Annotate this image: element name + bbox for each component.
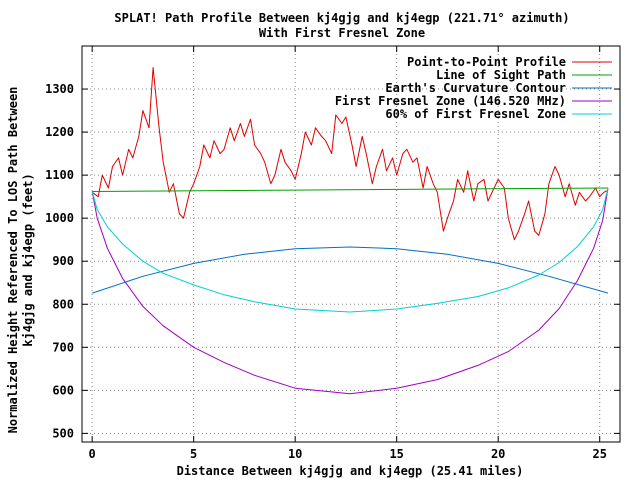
x-axis-label: Distance Between kj4gjg and kj4egp (25.4… — [177, 464, 524, 478]
y-tick-label: 1200 — [45, 125, 74, 139]
x-tick-label: 20 — [491, 447, 505, 461]
legend-fresnel-60-label: 60% of First Fresnel Zone — [385, 107, 566, 121]
y-tick-label: 800 — [52, 297, 74, 311]
tick-labels: 0 5 10 15 20 25 500 600 700 800 900 1000 1100 1200 130… — [45, 82, 607, 461]
chart-title: SPLAT! Path Profile Between kj4gjg and k… — [114, 11, 569, 25]
y-tick-label: 600 — [52, 383, 74, 397]
y-axis-label-line1: Normalized Height Referenced To LOS Path… — [6, 87, 20, 434]
profile-line — [91, 67, 609, 241]
y-tick-label: 900 — [52, 254, 74, 268]
x-tick-label: 15 — [389, 447, 403, 461]
fresnel-60-line — [91, 187, 609, 313]
x-tick-label: 5 — [190, 447, 197, 461]
y-tick-label: 1100 — [45, 168, 74, 182]
legend-fresnel-zone-label: First Fresnel Zone (146.520 MHz) — [335, 94, 566, 108]
legend-profile-label: Point-to-Point Profile — [407, 55, 566, 69]
fresnel-zone-line — [91, 187, 609, 395]
legend-line-of-sight-label: Line of Sight Path — [436, 68, 566, 82]
y-tick-label: 1300 — [45, 82, 74, 96]
x-tick-label: 25 — [592, 447, 606, 461]
plot-frame — [81, 45, 621, 443]
y-axis-label-line2: kj4gjg and kj4egp (feet) — [21, 173, 35, 346]
legend-earth-curvature-label: Earth's Curvature Contour — [385, 81, 566, 95]
y-tick-label: 1000 — [45, 211, 74, 225]
x-tick-label: 0 — [89, 447, 96, 461]
earth-curvature-line — [92, 246, 609, 294]
chart-subtitle: With First Fresnel Zone — [259, 26, 425, 40]
y-tick-label: 500 — [52, 426, 74, 440]
axis-ticks — [82, 46, 620, 442]
x-tick-label: 10 — [288, 447, 302, 461]
series-layer — [91, 67, 609, 395]
y-tick-label: 700 — [52, 340, 74, 354]
grid-lines — [82, 46, 620, 442]
line-of-sight-line — [92, 187, 609, 192]
